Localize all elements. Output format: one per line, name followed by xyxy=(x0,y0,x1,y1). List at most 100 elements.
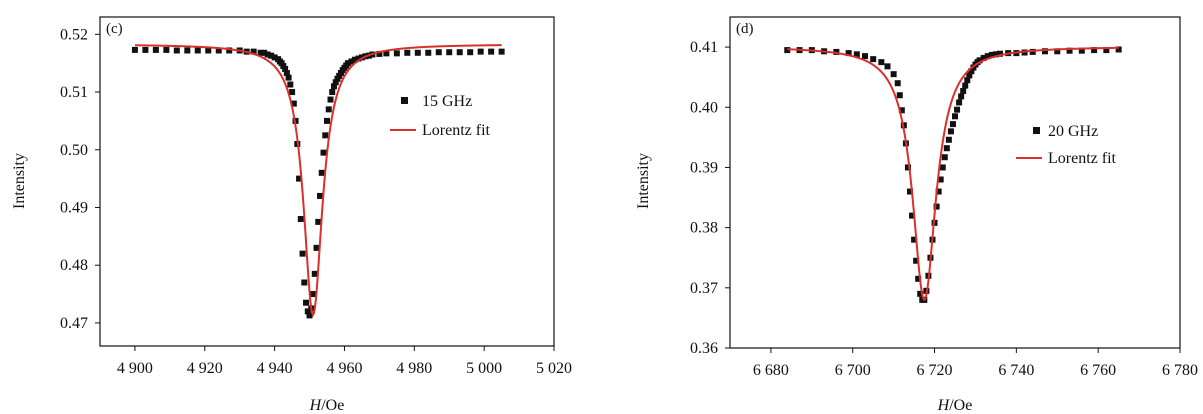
data-point xyxy=(884,63,891,70)
data-point xyxy=(327,96,334,103)
data-point xyxy=(456,49,463,56)
data-point xyxy=(498,48,505,55)
data-point xyxy=(304,308,311,315)
x-tick-label: 4 920 xyxy=(187,360,223,377)
data-point xyxy=(324,117,330,124)
data-point xyxy=(332,79,339,86)
data-point xyxy=(1054,48,1061,55)
data-point xyxy=(184,47,191,54)
data-point xyxy=(425,49,432,56)
y-tick-label: 0.48 xyxy=(60,257,88,274)
x-tick-label: 6 720 xyxy=(917,362,953,379)
x-tick-label: 6 740 xyxy=(998,362,1034,379)
data-point xyxy=(896,92,903,99)
data-point xyxy=(290,100,297,107)
data-point xyxy=(306,312,313,319)
data-point xyxy=(289,89,296,96)
x-tick-label: 4 980 xyxy=(396,360,432,377)
data-point xyxy=(205,47,212,54)
data-point xyxy=(303,299,310,306)
data-point xyxy=(282,65,289,72)
data-point xyxy=(285,74,292,81)
data-point xyxy=(297,216,304,223)
legend-entry-markers: 20 GHz xyxy=(1048,123,1098,140)
data-point xyxy=(311,270,318,277)
data-point xyxy=(351,56,358,63)
data-point xyxy=(917,290,924,297)
data-point xyxy=(299,250,306,257)
data-point xyxy=(194,47,201,54)
data-point xyxy=(142,46,149,53)
x-tick-label: 4 960 xyxy=(326,360,362,377)
data-point xyxy=(904,164,911,171)
data-point xyxy=(1029,48,1036,55)
data-point xyxy=(907,188,913,195)
y-tick-label: 0.38 xyxy=(690,220,718,237)
data-point xyxy=(853,51,860,58)
data-point xyxy=(915,275,922,282)
x-tick-label: 5 020 xyxy=(536,360,572,377)
data-point xyxy=(152,46,159,53)
data-point xyxy=(1078,47,1085,54)
data-point xyxy=(966,72,973,79)
y-tick-label: 0.39 xyxy=(690,159,718,176)
data-point xyxy=(383,50,390,57)
y-tick-label: 0.36 xyxy=(690,340,718,357)
data-point xyxy=(949,121,956,128)
data-point xyxy=(257,49,264,56)
data-point xyxy=(325,106,332,113)
data-point xyxy=(301,279,308,286)
data-point xyxy=(163,46,170,53)
y-tick-label: 0.50 xyxy=(60,142,88,159)
data-point xyxy=(890,71,897,78)
legend-entry-line: Lorentz fit xyxy=(1048,150,1117,167)
data-point xyxy=(1091,47,1098,54)
data-point xyxy=(988,51,995,58)
data-point xyxy=(404,49,411,56)
data-point xyxy=(833,48,840,55)
data-point xyxy=(960,88,967,95)
data-point xyxy=(939,164,946,171)
x-axis-label-unit: /Oe xyxy=(949,397,972,414)
data-point xyxy=(954,106,961,113)
data-point xyxy=(968,68,975,75)
data-point xyxy=(911,236,918,243)
y-axis-label: Intensity xyxy=(635,153,652,209)
data-point xyxy=(956,99,963,106)
data-point xyxy=(935,188,942,195)
y-tick-label: 0.47 xyxy=(60,315,88,332)
data-point xyxy=(315,218,322,225)
data-point xyxy=(310,291,317,298)
panel-label: (c) xyxy=(106,21,123,37)
data-point xyxy=(435,49,442,56)
legend: 20 GHz Lorentz fit xyxy=(1016,123,1117,167)
data-point xyxy=(937,176,944,183)
data-point xyxy=(261,49,268,56)
data-point xyxy=(271,54,278,61)
x-axis-label-unit: /Oe xyxy=(321,397,344,414)
data-point xyxy=(898,107,905,114)
legend-marker-swatch xyxy=(1033,127,1040,134)
legend-entry-line: Lorentz fit xyxy=(422,122,491,139)
data-point xyxy=(941,154,948,161)
data-point xyxy=(1066,47,1073,54)
data-point xyxy=(980,54,987,61)
x-tick-label: 6 760 xyxy=(1080,362,1116,379)
data-point xyxy=(446,49,453,56)
data-point xyxy=(945,136,952,143)
data-point xyxy=(376,50,383,57)
data-point xyxy=(984,53,991,60)
y-tick-label: 0.40 xyxy=(690,99,718,116)
legend-entry-markers: 15 GHz xyxy=(422,93,472,110)
data-point xyxy=(296,175,303,182)
data-point xyxy=(264,51,271,58)
data-point xyxy=(414,49,421,56)
data-point xyxy=(226,47,233,54)
data-point xyxy=(467,49,474,56)
data-point xyxy=(1103,47,1110,54)
x-tick-label: 4 940 xyxy=(257,360,293,377)
x-tick-label: 6 780 xyxy=(1162,362,1198,379)
data-point xyxy=(976,57,983,64)
data-point xyxy=(913,257,920,264)
